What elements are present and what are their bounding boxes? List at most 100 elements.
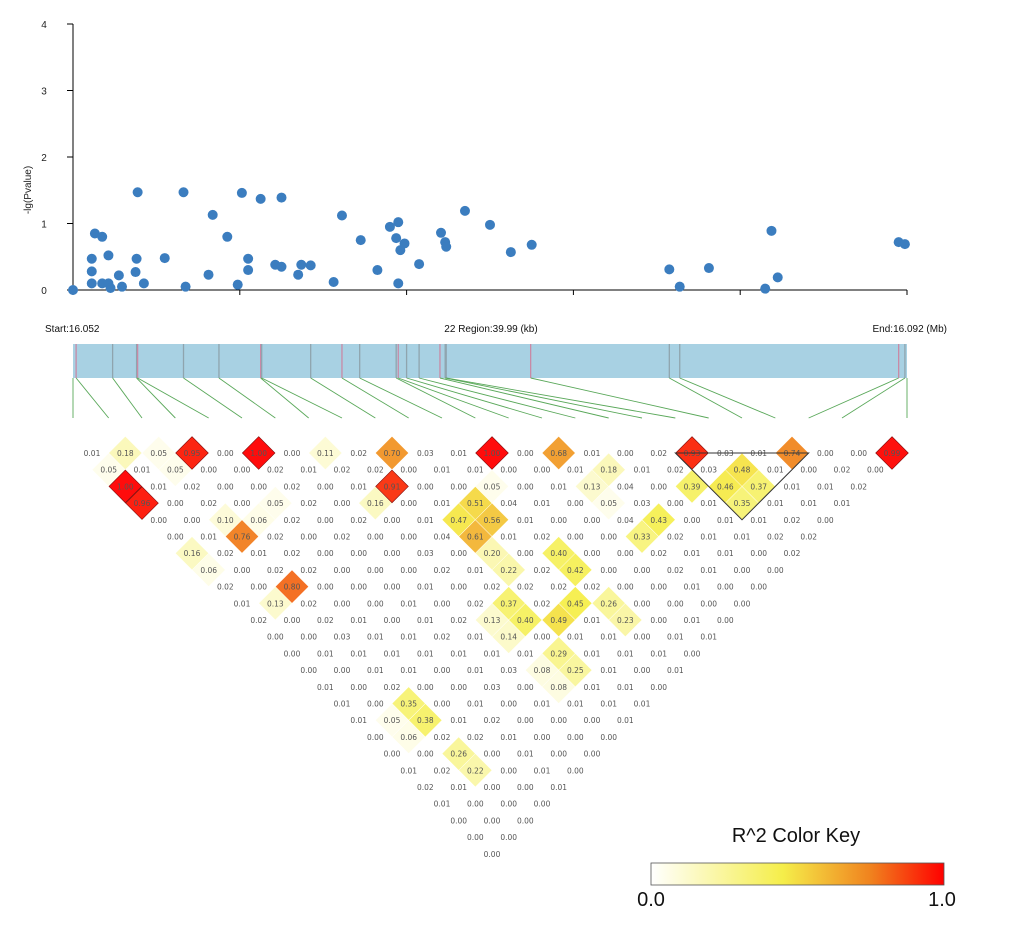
ld-cell-label: 0.02 [417, 783, 434, 792]
ld-cell-label: 0.01 [717, 516, 734, 525]
ld-cell-label: 0.00 [484, 783, 501, 792]
ld-cell-label: 0.05 [100, 466, 117, 475]
ld-cell-label: 0.02 [300, 599, 317, 608]
scatter-point [459, 205, 470, 216]
ld-cell-label: 0.02 [534, 599, 551, 608]
ld-cell-label: 0.00 [450, 549, 467, 558]
color-key-title: R^2 Color Key [732, 825, 860, 847]
ld-cell [275, 570, 309, 603]
ld-cell-label: 0.00 [267, 633, 284, 642]
ld-cell-label: 0.03 [417, 449, 434, 458]
color-key-min: 0.0 [637, 889, 665, 911]
ld-cell-label: 0.00 [534, 633, 551, 642]
ld-cell [592, 453, 625, 487]
ld-cell-label: 0.01 [467, 666, 484, 675]
ld-cell-label: 0.16 [184, 549, 201, 558]
ld-cell-label: 0.01 [750, 516, 767, 525]
y-ticks: 0 1 2 3 4 [41, 20, 73, 297]
ld-cell-label: 0.02 [467, 733, 484, 742]
ld-cell [475, 436, 509, 470]
ld-cell-label: 0.00 [584, 750, 601, 759]
ld-cell-label: 0.18 [117, 449, 134, 458]
ld-block-outline [674, 452, 810, 521]
snp-connector [183, 377, 243, 419]
ld-cell-label: 0.00 [400, 499, 417, 508]
ld-cell-label: 0.03 [484, 683, 501, 692]
ld-cell-label: 0.01 [700, 533, 717, 542]
ld-cell-label: 0.00 [650, 482, 667, 491]
ld-cell-label: 0.01 [684, 616, 701, 625]
ld-cell-label: 0.00 [550, 716, 567, 725]
y-tick-label: 2 [41, 153, 47, 164]
ld-cell-label: 0.00 [450, 816, 467, 825]
ld-cell-label: 0.02 [534, 533, 551, 542]
ld-cell-label: 0.08 [534, 666, 551, 675]
ld-cell-label: 0.29 [550, 649, 567, 658]
ld-cell-label: 0.00 [450, 683, 467, 692]
ld-cell-label: 0.00 [534, 733, 551, 742]
ld-cell-label: 0.00 [484, 750, 501, 759]
scatter-point [384, 221, 395, 232]
ld-cell-label: 0.01 [784, 482, 801, 491]
ld-cell-label: 0.00 [500, 466, 517, 475]
snp-connector [395, 377, 476, 419]
ld-cell-label: 0.11 [317, 449, 334, 458]
ld-cell-label: 0.00 [517, 482, 534, 491]
ld-cell-label: 0.00 [384, 750, 401, 759]
snp-connectors [72, 377, 908, 419]
ld-cell-label: 0.00 [350, 549, 367, 558]
ld-cell [192, 553, 225, 587]
ld-cell-label: 0.01 [500, 533, 517, 542]
ld-cell-label: 0.35 [400, 700, 417, 709]
ld-cell-label: 0.03 [334, 633, 351, 642]
ld-cell-label: 0.01 [417, 649, 434, 658]
ld-cell-label: 0.02 [784, 516, 801, 525]
scatter-point [305, 260, 316, 271]
ld-cell-label: 0.02 [300, 566, 317, 575]
ld-cell-label: 0.02 [434, 633, 451, 642]
color-key-max: 1.0 [928, 889, 956, 911]
ld-cell [575, 470, 609, 503]
ld-cell-label: 0.00 [467, 833, 484, 842]
ld-cell-label: 0.01 [684, 583, 701, 592]
ld-cell-label: 0.00 [284, 449, 301, 458]
scatter-point [436, 227, 447, 238]
ld-cell-label: 0.13 [267, 599, 284, 608]
ld-cell-label: 0.00 [800, 466, 817, 475]
ld-cell-label: 0.01 [84, 449, 101, 458]
ld-cell-label: 0.00 [434, 599, 451, 608]
ld-cell [242, 503, 275, 537]
ld-cell-label: 0.00 [517, 816, 534, 825]
ld-cell-label: 0.02 [284, 516, 301, 525]
ld-cell-label: 0.01 [550, 482, 567, 491]
ld-cell-label: 0.02 [667, 466, 684, 475]
ld-cell-label: 0.01 [467, 700, 484, 709]
ld-cell-label: 0.01 [400, 766, 417, 775]
scatter-point [207, 209, 218, 220]
ld-cell-label: 0.56 [484, 516, 501, 525]
ld-cell-label: 0.01 [550, 783, 567, 792]
ld-cell-label: 0.05 [384, 716, 401, 725]
ld-cell-label: 0.01 [700, 566, 717, 575]
ld-cell [559, 553, 592, 587]
ld-cell-label: 0.01 [567, 466, 584, 475]
ld-cell-label: 0.02 [484, 716, 501, 725]
ld-cell [559, 586, 592, 620]
ld-cell-label: 0.01 [334, 700, 351, 709]
scatter-point [391, 233, 402, 244]
ld-cell-label: 0.01 [517, 750, 534, 759]
ld-cell-label: 0.01 [367, 666, 384, 675]
scatter-point [68, 285, 78, 295]
scatter-point [132, 187, 143, 198]
ld-cell [459, 486, 492, 520]
ld-cell-label: 0.16 [367, 499, 384, 508]
ld-cell-label: 0.68 [550, 449, 567, 458]
ld-cell-label: 0.00 [184, 516, 201, 525]
ld-cell [542, 670, 575, 704]
ld-cell-label: 0.01 [384, 649, 401, 658]
scatter-point [116, 281, 127, 292]
ld-cell-label: 0.03 [700, 466, 717, 475]
ld-cell-label: 0.02 [200, 499, 217, 508]
ld-cell-label: 0.00 [617, 583, 634, 592]
